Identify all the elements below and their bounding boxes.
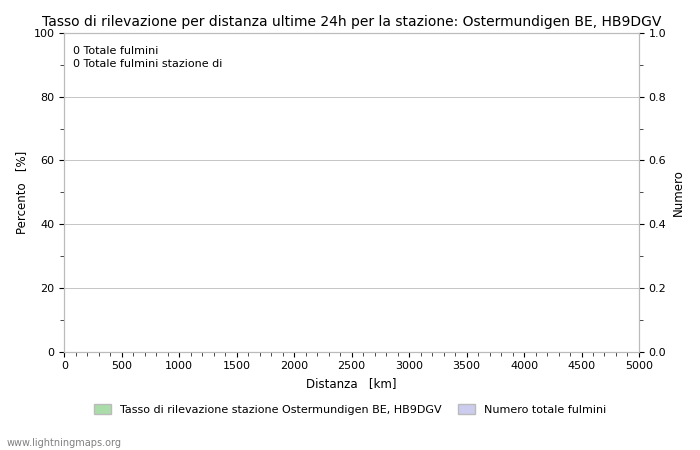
Legend: Tasso di rilevazione stazione Ostermundigen BE, HB9DGV, Numero totale fulmini: Tasso di rilevazione stazione Ostermundi…: [90, 400, 610, 420]
Y-axis label: Numero: Numero: [672, 169, 685, 216]
Text: 0 Totale fulmini
0 Totale fulmini stazione di: 0 Totale fulmini 0 Totale fulmini stazio…: [73, 46, 223, 69]
Y-axis label: Percento   [%]: Percento [%]: [15, 151, 28, 234]
Title: Tasso di rilevazione per distanza ultime 24h per la stazione: Ostermundigen BE, : Tasso di rilevazione per distanza ultime…: [42, 15, 662, 29]
X-axis label: Distanza   [km]: Distanza [km]: [307, 377, 397, 390]
Text: www.lightningmaps.org: www.lightningmaps.org: [7, 438, 122, 448]
